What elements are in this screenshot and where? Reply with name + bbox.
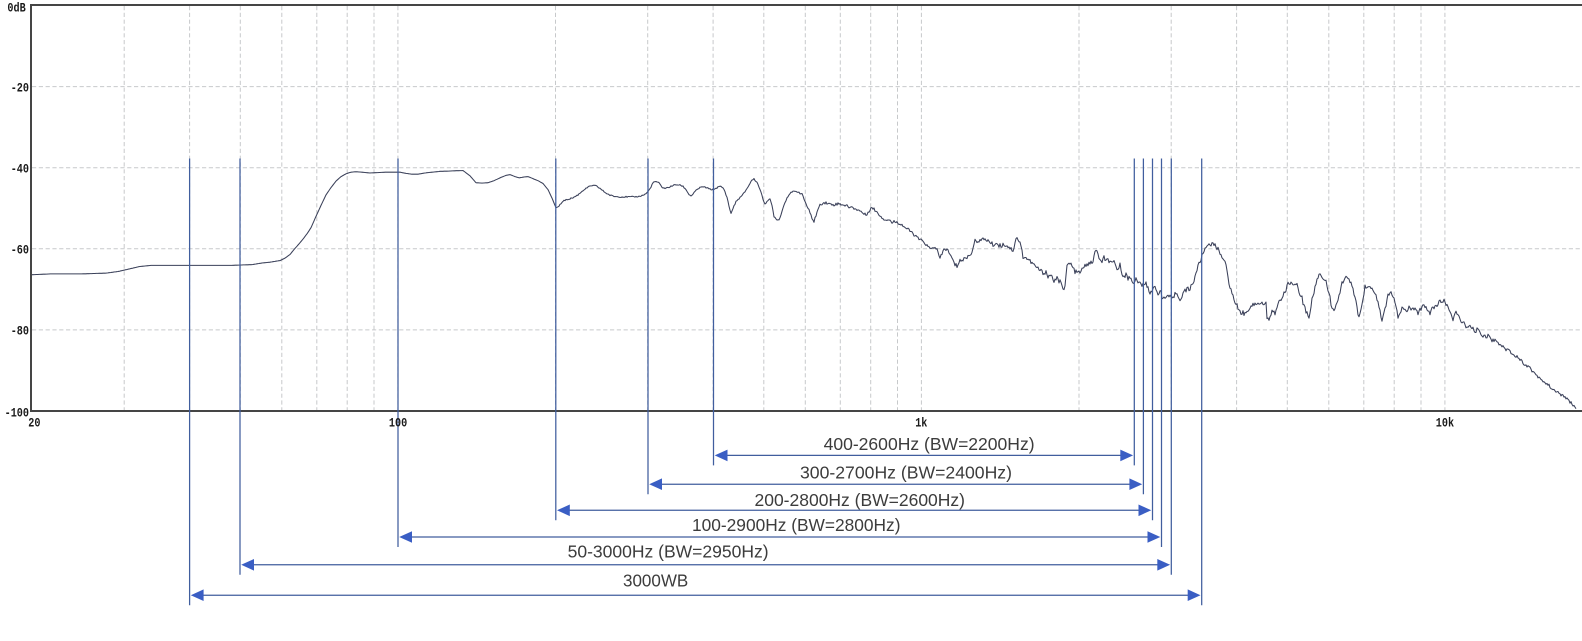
- svg-text:200-2800Hz (BW=2600Hz): 200-2800Hz (BW=2600Hz): [755, 490, 966, 510]
- svg-text:-100: -100: [5, 406, 30, 421]
- svg-text:0dB: 0dB: [7, 1, 25, 16]
- svg-text:100: 100: [389, 415, 407, 430]
- svg-text:3000WB: 3000WB: [623, 570, 688, 590]
- svg-text:300-2700Hz (BW=2400Hz): 300-2700Hz (BW=2400Hz): [800, 463, 1012, 483]
- svg-text:-40: -40: [11, 161, 29, 176]
- svg-text:100-2900Hz (BW=2800Hz): 100-2900Hz (BW=2800Hz): [692, 515, 901, 535]
- svg-text:1k: 1k: [915, 415, 927, 430]
- svg-text:20: 20: [28, 415, 40, 430]
- svg-text:-80: -80: [11, 323, 29, 338]
- svg-text:400-2600Hz (BW=2200Hz): 400-2600Hz (BW=2200Hz): [824, 434, 1035, 454]
- svg-text:10k: 10k: [1436, 415, 1454, 430]
- svg-text:-60: -60: [11, 242, 29, 257]
- svg-text:-20: -20: [11, 80, 29, 95]
- svg-text:50-3000Hz (BW=2950Hz): 50-3000Hz (BW=2950Hz): [568, 541, 769, 561]
